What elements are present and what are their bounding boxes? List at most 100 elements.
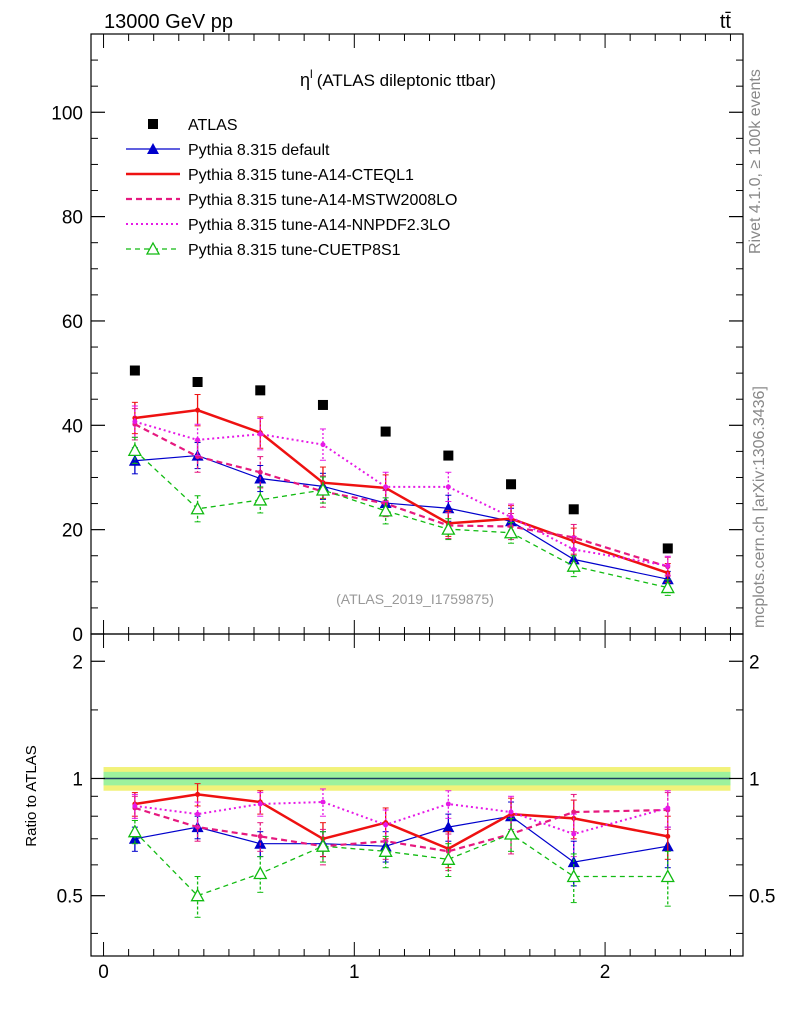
legend-label-default: Pythia 8.315 default bbox=[188, 142, 330, 159]
data-point-data bbox=[380, 426, 391, 437]
legend-marker-cuetp8s1 bbox=[145, 241, 161, 255]
data-point-mstw bbox=[571, 809, 577, 815]
ratio-y-tick-label-right: 1 bbox=[749, 769, 760, 790]
legend-label-mstw: Pythia 8.315 tune-A14-MSTW2008LO bbox=[188, 192, 457, 209]
data-point-nnpdf bbox=[571, 546, 577, 552]
legend-entry-default: Pythia 8.315 default bbox=[126, 142, 330, 159]
x-tick-label: 2 bbox=[600, 962, 611, 983]
data-point-nnpdf bbox=[508, 514, 514, 520]
data-point-data bbox=[568, 504, 579, 515]
legend-label-cteql1: Pythia 8.315 tune-A14-CTEQL1 bbox=[188, 167, 414, 184]
ratio-y-tick-label-right: 0.5 bbox=[749, 887, 775, 908]
ratio-y-tick-label: 0.5 bbox=[57, 887, 83, 908]
legend: ATLAS Pythia 8.315 default Pythia 8.315 tu… bbox=[126, 117, 457, 259]
data-point-cuetp8s1 bbox=[378, 843, 393, 857]
legend-label-data: ATLAS bbox=[188, 117, 238, 134]
data-point-nnpdf bbox=[195, 437, 201, 443]
data-point-mstw bbox=[257, 833, 263, 839]
data-point-nnpdf bbox=[445, 801, 451, 807]
data-point-cuetp8s1 bbox=[660, 869, 675, 883]
legend-entry-cteql1: Pythia 8.315 tune-A14-CTEQL1 bbox=[126, 167, 414, 184]
data-point-cuetp8s1 bbox=[378, 503, 393, 517]
series-nnpdf bbox=[131, 788, 671, 858]
data-point-data bbox=[506, 479, 517, 490]
series-cuetp8s1 bbox=[127, 817, 675, 918]
data-point-cuetp8s1 bbox=[441, 521, 456, 535]
data-point-nnpdf bbox=[320, 442, 326, 448]
main-y-tick-label: 100 bbox=[51, 103, 83, 124]
legend-entry-mstw: Pythia 8.315 tune-A14-MSTW2008LO bbox=[126, 192, 457, 209]
main-y-tick-label: 20 bbox=[62, 521, 83, 542]
x-tick-label: 1 bbox=[349, 962, 360, 983]
data-point-cuetp8s1 bbox=[315, 482, 331, 496]
main-y-tick-label: 0 bbox=[72, 625, 83, 646]
mcplots-label: mcplots.cern.ch [arXiv:1306.3436] bbox=[751, 386, 768, 628]
data-point-nnpdf bbox=[383, 822, 389, 828]
main-axes: 0 20 40 60 80 100 bbox=[51, 33, 743, 646]
data-point-data bbox=[317, 399, 328, 410]
main-y-tick-label: 40 bbox=[62, 416, 83, 437]
data-point-nnpdf bbox=[445, 484, 451, 490]
data-point-data bbox=[255, 385, 266, 396]
ratio-band bbox=[103, 767, 731, 791]
main-y-tick-label: 60 bbox=[62, 312, 83, 333]
ratio-y-tick-label: 2 bbox=[72, 652, 83, 673]
plot-title-text: (ATLAS dileptonic ttbar) bbox=[317, 71, 496, 90]
series-line-default bbox=[134, 815, 668, 863]
data-point-cuetp8s1 bbox=[127, 442, 142, 456]
series-line-default bbox=[134, 454, 668, 580]
data-point-cteql1 bbox=[195, 407, 201, 413]
data-point-nnpdf bbox=[195, 811, 201, 817]
legend-label-cuetp8s1: Pythia 8.315 tune-CUETP8S1 bbox=[188, 242, 401, 259]
data-point-data bbox=[443, 450, 454, 461]
series-default bbox=[128, 442, 674, 588]
data-point-nnpdf bbox=[257, 801, 263, 807]
legend-marker-data bbox=[148, 119, 158, 129]
ratio-series bbox=[127, 783, 675, 918]
collision-label: 13000 GeV pp bbox=[104, 11, 233, 33]
data-point-nnpdf bbox=[665, 563, 671, 569]
data-point-cuetp8s1 bbox=[503, 826, 519, 840]
plot-title-superscript: l bbox=[310, 67, 313, 81]
series-data bbox=[129, 365, 673, 554]
series-line-cuetp8s1 bbox=[134, 449, 668, 589]
ratio-y-label: Ratio to ATLAS bbox=[23, 745, 40, 846]
process-label: tt̄ bbox=[720, 11, 732, 33]
series-line-cuetp8s1 bbox=[134, 831, 668, 897]
series-cteql1 bbox=[131, 783, 671, 869]
data-point-cteql1 bbox=[665, 833, 671, 839]
x-tick-label: 0 bbox=[98, 962, 109, 983]
data-point-nnpdf bbox=[320, 799, 326, 805]
data-point-nnpdf bbox=[132, 803, 138, 809]
series-mstw bbox=[131, 408, 671, 577]
series-cuetp8s1 bbox=[127, 436, 675, 596]
data-point-cuetp8s1 bbox=[503, 525, 519, 539]
data-point-cuetp8s1 bbox=[190, 501, 205, 515]
data-point-cuetp8s1 bbox=[253, 492, 268, 506]
ratio-axes: 0.5 0.5 1 1 2 2 0 1 2 bbox=[57, 634, 775, 983]
plot-title-symbol: ηl (ATLAS dileptonic ttbar) bbox=[300, 67, 496, 90]
series-nnpdf bbox=[131, 405, 671, 576]
legend-entry-data: ATLAS bbox=[148, 117, 238, 134]
data-point-nnpdf bbox=[132, 419, 138, 425]
series-line-cteql1 bbox=[134, 793, 669, 851]
data-point-cteql1 bbox=[195, 791, 201, 797]
main-series bbox=[127, 365, 675, 596]
legend-entry-nnpdf: Pythia 8.315 tune-A14-NNPDF2.3LO bbox=[126, 217, 450, 234]
data-point-nnpdf bbox=[665, 805, 671, 811]
legend-entry-cuetp8s1: Pythia 8.315 tune-CUETP8S1 bbox=[126, 241, 401, 259]
main-y-tick-label: 80 bbox=[62, 208, 83, 229]
data-point-nnpdf bbox=[508, 809, 514, 815]
data-point-cuetp8s1 bbox=[660, 580, 675, 594]
data-point-nnpdf bbox=[383, 484, 389, 490]
data-point-nnpdf bbox=[571, 831, 577, 837]
data-point-data bbox=[192, 377, 203, 387]
analysis-id: (ATLAS_2019_I1759875) bbox=[336, 591, 494, 607]
data-point-cuetp8s1 bbox=[253, 866, 268, 880]
series-line-nnpdf bbox=[134, 420, 668, 567]
data-point-mstw bbox=[195, 454, 201, 460]
series-line-cteql1 bbox=[134, 408, 669, 575]
plot-title-eta: η bbox=[300, 70, 310, 90]
